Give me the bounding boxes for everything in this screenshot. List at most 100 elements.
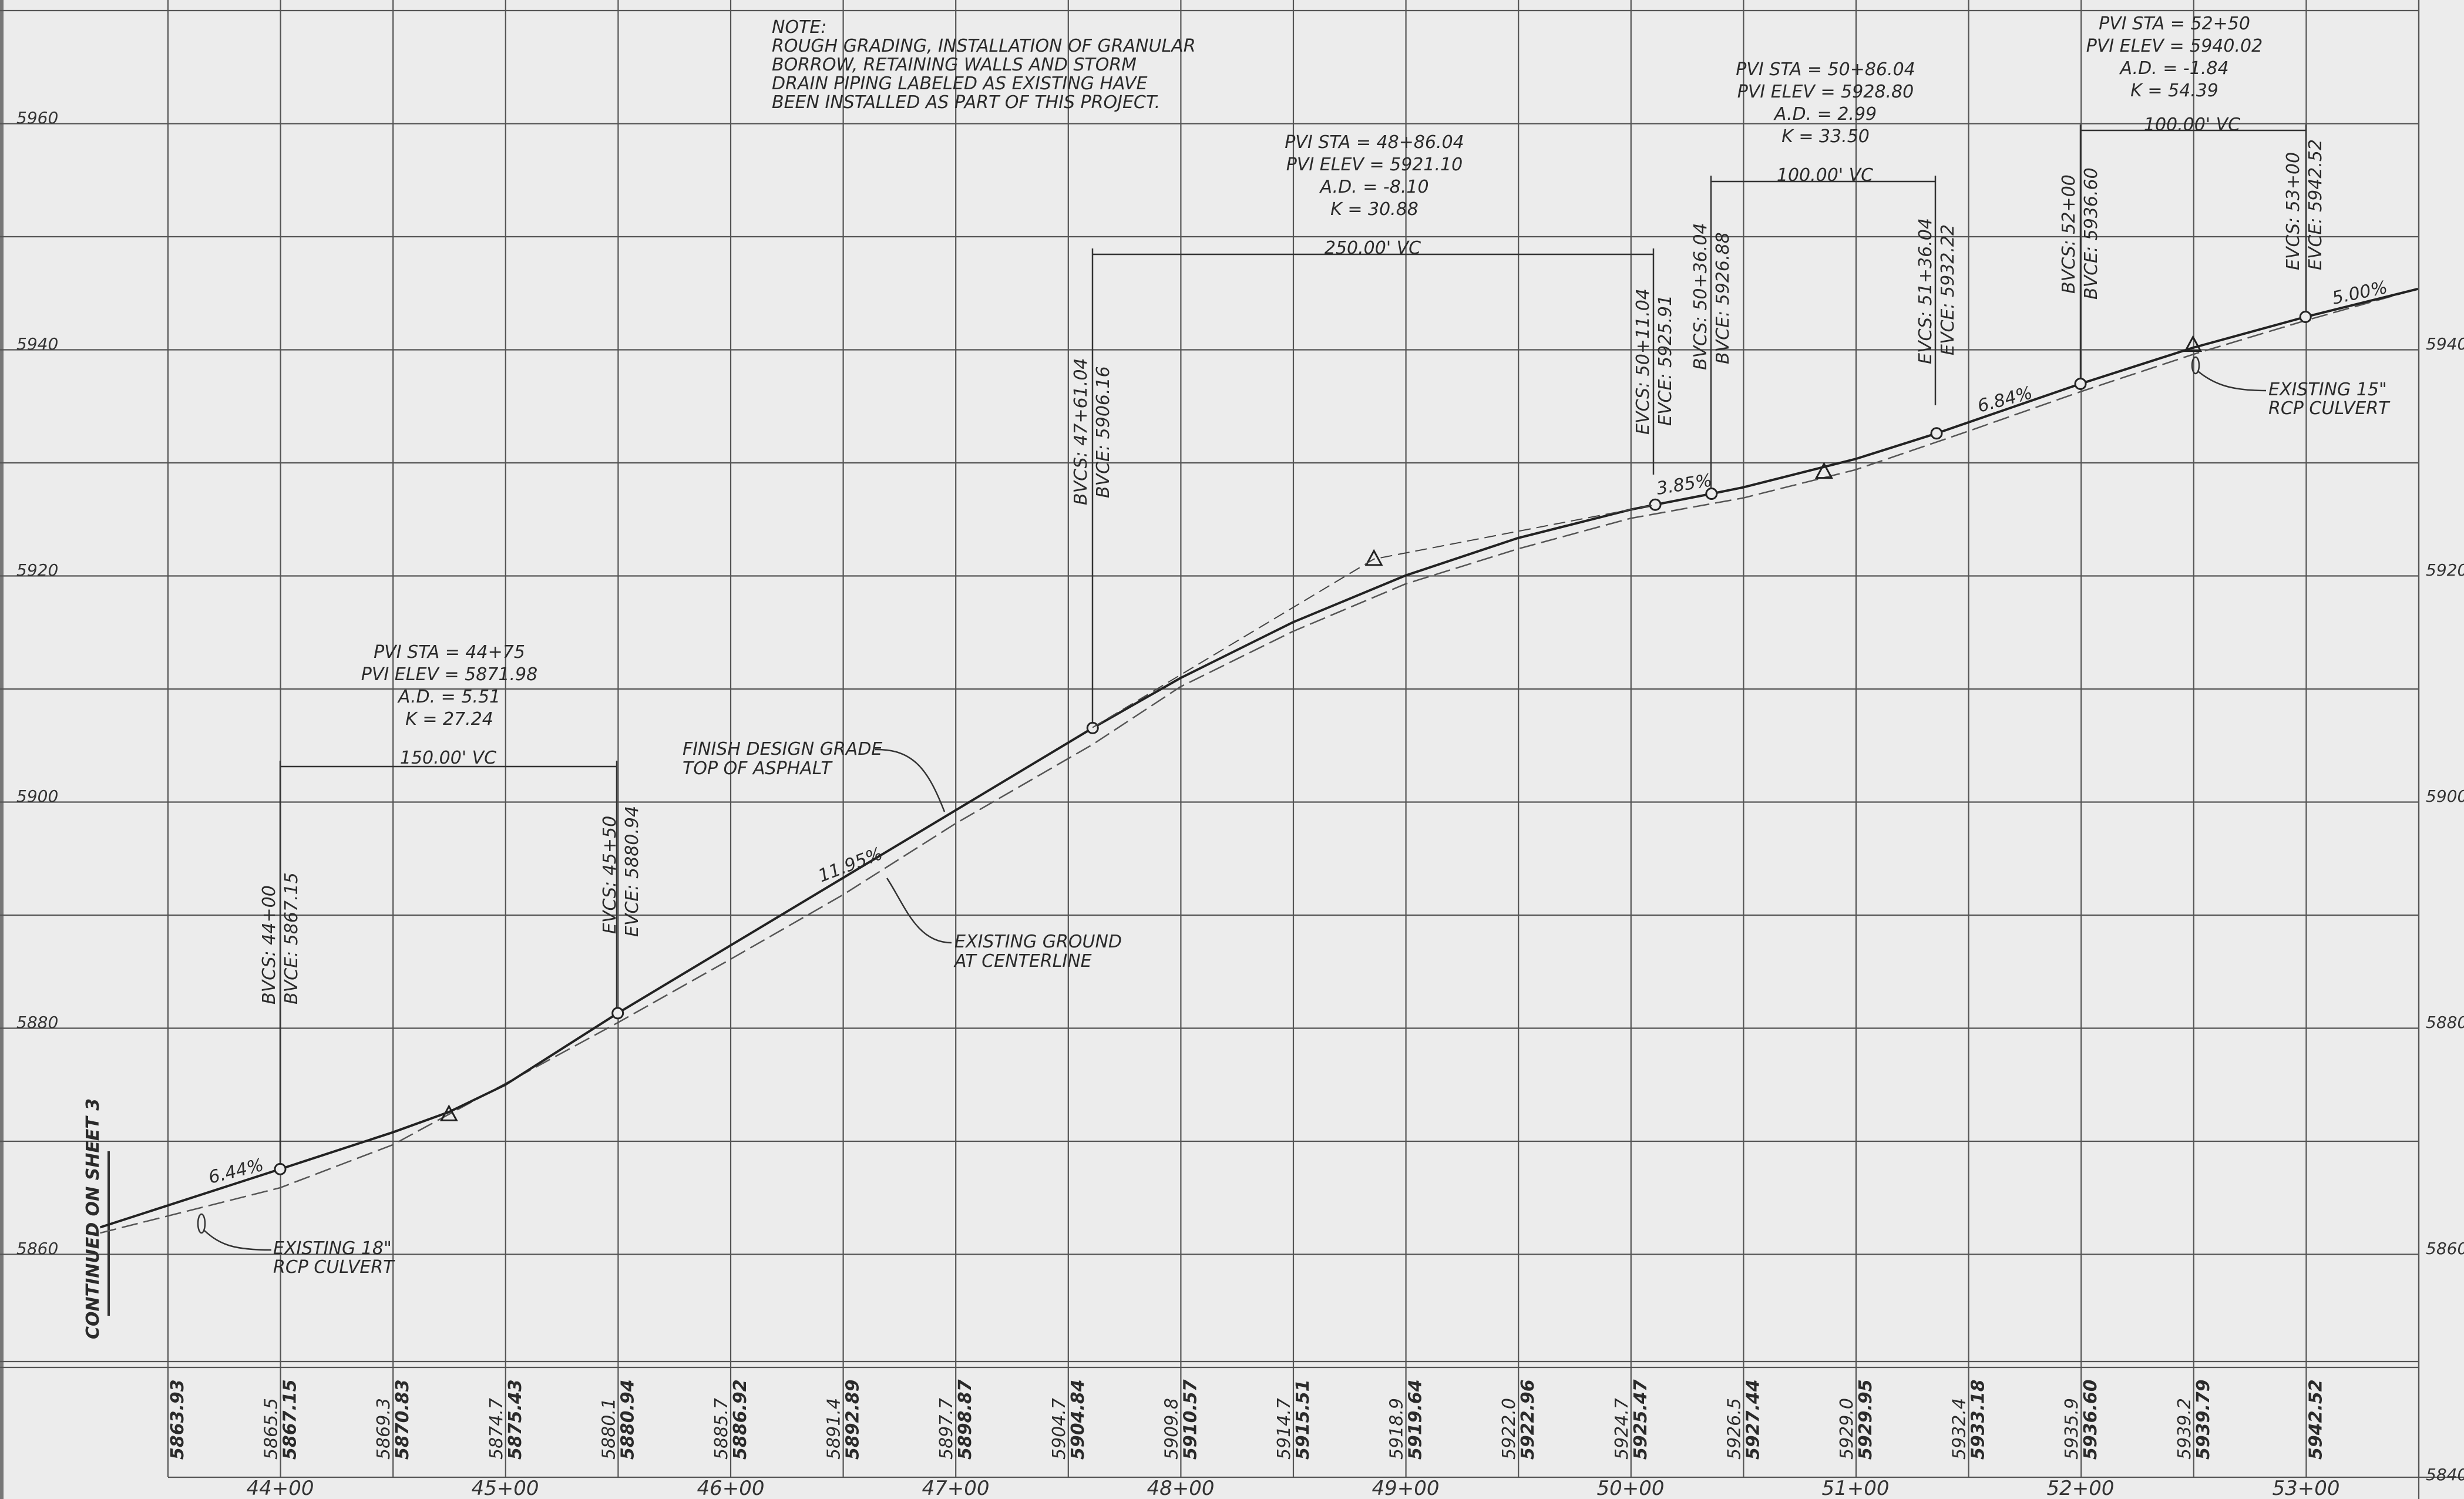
vc-point-marker xyxy=(274,1162,287,1175)
pvi-line: PVI ELEV = 5921.10 xyxy=(1286,154,1463,175)
elev-tick-left: 5920 xyxy=(16,560,58,580)
vc-point-elevation: EVCE: 5932.22 xyxy=(1938,224,1958,355)
pvi-marker xyxy=(439,1104,458,1121)
existing-ground-elevation: 5935.9 xyxy=(2062,1398,2082,1460)
pvi-line: PVI ELEV = 5940.02 xyxy=(2086,36,2263,56)
existing-ground-elevation: 5885.7 xyxy=(711,1398,732,1460)
station-tick: 49+00 xyxy=(1371,1477,1439,1499)
vc-point-elevation: EVCE: 5942.52 xyxy=(2305,139,2326,270)
callout-line: AT CENTERLINE xyxy=(953,951,1092,972)
pvi-line: K = 27.24 xyxy=(405,709,493,730)
elev-tick-left: 5880 xyxy=(16,1013,58,1032)
finish-grade-callout: FINISH DESIGN GRADE TOP OF ASPHALT xyxy=(683,739,946,812)
station-tick: 45+00 xyxy=(471,1477,539,1499)
elev-tick-right: 5920 xyxy=(2426,560,2464,580)
vc-point-marker xyxy=(1649,498,1662,511)
vertical-curve-length: 250.00' VC xyxy=(1325,238,1421,258)
station-tick: 52+00 xyxy=(2046,1477,2114,1499)
vc-point-elevation: BVCE: 5936.60 xyxy=(2081,167,2102,300)
proposed-grade-elevation: 5886.92 xyxy=(730,1379,751,1460)
vc-point-station: BVCS: 50+36.04 xyxy=(1690,223,1711,371)
pvi-line: A.D. = -1.84 xyxy=(2119,58,2228,79)
elevation-axis-left: 5960 5940 5920 5900 5880 5860 xyxy=(16,108,58,1258)
elev-tick-right: 5940 xyxy=(2426,334,2464,354)
pvi-line: A.D. = 5.51 xyxy=(397,687,500,707)
vc-point-station: EVCS: 53+00 xyxy=(2283,152,2304,270)
elev-tick-right: 5880 xyxy=(2426,1013,2464,1032)
existing-ground-elevation: 5865.5 xyxy=(261,1398,282,1460)
proposed-grade-elevation: 5867.15 xyxy=(280,1379,301,1460)
vc-point-marker xyxy=(2074,377,2087,390)
station-tick: 46+00 xyxy=(697,1477,764,1499)
vc-point-station: BVCS: 52+00 xyxy=(2059,174,2079,294)
pvi-line: PVI STA = 44+75 xyxy=(374,642,525,663)
pvi-marker xyxy=(1364,549,1383,566)
existing-ground-elevation: 5869.3 xyxy=(374,1398,394,1460)
vc-point-station: EVCS: 50+11.04 xyxy=(1633,288,1653,435)
station-tick: 50+00 xyxy=(1596,1477,1664,1499)
existing-ground-elevation: 5918.9 xyxy=(1387,1398,1407,1460)
existing-ground-elevation: 5909.8 xyxy=(1161,1398,1182,1460)
culvert-15-callout: EXISTING 15" RCP CULVERT xyxy=(2191,356,2391,419)
existing-ground-elevation: 5926.5 xyxy=(1724,1398,1744,1460)
elev-tick-right: 5840 xyxy=(2426,1465,2464,1484)
note-line: BORROW, RETAINING WALLS AND STORM xyxy=(772,55,1137,75)
proposed-grade-elevation: 5880.94 xyxy=(617,1379,638,1460)
proposed-grade-elevation: 5904.84 xyxy=(1068,1379,1088,1460)
vc-point-elevation: EVCE: 5925.91 xyxy=(1655,295,1676,426)
proposed-grade-elevation: 5870.83 xyxy=(392,1379,413,1460)
existing-ground-elevation: 5924.7 xyxy=(1612,1398,1632,1460)
pvi-marker xyxy=(1814,462,1833,479)
note-line: DRAIN PIPING LABELED AS EXISTING HAVE xyxy=(772,73,1147,94)
elev-tick-left: 5960 xyxy=(16,108,58,127)
vc-point-marker xyxy=(1086,721,1099,734)
pvi-line: PVI STA = 48+86.04 xyxy=(1285,132,1464,153)
proposed-grade-elevation: 5936.60 xyxy=(2080,1379,2101,1460)
pvi-line: PVI STA = 50+86.04 xyxy=(1736,59,1915,80)
note-line: NOTE: xyxy=(772,17,826,38)
existing-ground-elevation: 5922.0 xyxy=(1499,1398,1520,1460)
elev-tick-left: 5860 xyxy=(16,1239,58,1258)
pvi-marker xyxy=(2184,335,2203,352)
pvi-line: PVI ELEV = 5928.80 xyxy=(1737,82,1914,102)
pvi-block-2: PVI STA = 48+86.04 PVI ELEV = 5921.10 A.… xyxy=(1285,132,1464,258)
vc-dimension-lines xyxy=(279,125,2307,1168)
existing-ground-elevation: 5929.0 xyxy=(1837,1398,1857,1460)
pvi-line: K = 33.50 xyxy=(1781,126,1870,147)
pvi-line: A.D. = 2.99 xyxy=(1773,104,1877,125)
vertical-curve-length: 100.00' VC xyxy=(1777,165,1873,186)
proposed-grade-elevation: 5925.47 xyxy=(1631,1379,1651,1460)
tangent-extension xyxy=(1092,504,1656,728)
proposed-grade-elevation: 5863.93 xyxy=(167,1379,188,1460)
proposed-grade-elevation: 5922.96 xyxy=(1518,1379,1538,1460)
vc-point-elevation: EVCE: 5880.94 xyxy=(622,806,643,937)
project-note: NOTE: ROUGH GRADING, INSTALLATION OF GRA… xyxy=(772,17,1196,113)
culvert-18-callout: EXISTING 18" RCP CULVERT xyxy=(197,1213,395,1278)
existing-ground-elevation: 5880.1 xyxy=(599,1398,619,1460)
proposed-grade-elevation: 5915.51 xyxy=(1293,1379,1313,1460)
proposed-grade-elevation: 5919.64 xyxy=(1406,1379,1426,1460)
proposed-grade-elevation: 5892.89 xyxy=(843,1379,863,1460)
vc-point-elevation: BVCE: 5867.15 xyxy=(281,872,302,1004)
existing-ground-elevation: 5897.7 xyxy=(936,1398,957,1460)
vc-point-station: BVCS: 44+00 xyxy=(259,885,280,1004)
existing-ground-elevation: 5891.4 xyxy=(824,1398,845,1460)
station-tick: 44+00 xyxy=(246,1477,314,1499)
callout-line: TOP OF ASPHALT xyxy=(683,758,833,779)
finish-grade-line xyxy=(99,287,2419,1229)
vc-point-elevation: BVCE: 5906.16 xyxy=(1093,366,1114,498)
proposed-grade-elevation: 5927.44 xyxy=(1743,1379,1763,1460)
vc-point-marker xyxy=(611,1007,624,1020)
continued-on-sheet-label: CONTINUED ON SHEET 3 xyxy=(83,1098,103,1339)
callout-line: EXISTING 15" xyxy=(2268,379,2387,400)
existing-ground-elevation: 5874.7 xyxy=(486,1398,507,1460)
elevation-axis-right: 5940 5920 5900 5880 5860 5840 xyxy=(2426,334,2464,1484)
callout-line: FINISH DESIGN GRADE xyxy=(683,739,882,759)
note-line: ROUGH GRADING, INSTALLATION OF GRANULAR xyxy=(772,36,1196,56)
proposed-grade-elevation: 5875.43 xyxy=(505,1379,526,1460)
station-tick: 47+00 xyxy=(922,1477,989,1499)
note-line: BEEN INSTALLED AS PART OF THIS PROJECT. xyxy=(772,92,1160,113)
proposed-grade-elevation: 5939.79 xyxy=(2193,1379,2214,1460)
station-tick: 51+00 xyxy=(1821,1477,1889,1499)
